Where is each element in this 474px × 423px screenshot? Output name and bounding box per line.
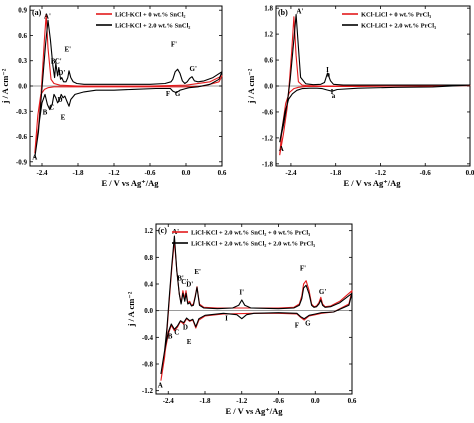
peak-label: D bbox=[57, 96, 62, 104]
peak-label: a bbox=[326, 70, 330, 78]
y-axis-title: j / A cm⁻² bbox=[0, 68, 10, 104]
peak-label: G' bbox=[319, 288, 326, 296]
series-line-1 bbox=[34, 13, 223, 154]
legend-label: KCl-LiCl + 2.0 wt.% PrCl₃ bbox=[361, 22, 436, 29]
y-tick-label: 1.2 bbox=[264, 31, 273, 39]
peak-label: B bbox=[168, 333, 173, 341]
y-tick-label: 0.0 bbox=[264, 83, 273, 91]
peak-label: I bbox=[326, 66, 329, 74]
panel-b: -2.4 -1.8 -1.2 -0.6 0.0 -1.8 -1.2 -0.6 0.0 0.6 1.2… bbox=[246, 5, 474, 188]
peak-label: E bbox=[187, 338, 192, 346]
peak-label: a bbox=[332, 92, 336, 100]
y-tick-label: 0.6 bbox=[264, 57, 273, 65]
y-tick-label: -0.3 bbox=[16, 108, 28, 116]
x-tick-label: -1.2 bbox=[236, 397, 248, 405]
peak-label: F bbox=[166, 90, 170, 98]
peak-label: C' bbox=[181, 278, 188, 286]
peak-label: I' bbox=[239, 289, 244, 297]
y-tick-label: -1.2 bbox=[142, 387, 154, 395]
panel-tag: (c) bbox=[158, 226, 167, 235]
x-tick-label: 0.0 bbox=[311, 397, 320, 405]
panel-c: -2.4 -1.8 -1.2 -0.6 0.0 0.6 -1.2 -0.8 -0.4 0.0 0.4… bbox=[126, 223, 357, 416]
x-tick-label: -2.4 bbox=[36, 169, 48, 177]
y-tick-label: 0.0 bbox=[144, 307, 153, 315]
y-tick-label: -1.8 bbox=[262, 160, 274, 168]
peak-label: C' bbox=[55, 57, 62, 65]
peak-label: G' bbox=[190, 65, 197, 73]
x-tick-label: 0.0 bbox=[182, 169, 191, 177]
panel-tag: (b) bbox=[278, 8, 288, 17]
y-axis-title: j / A cm⁻² bbox=[126, 291, 136, 327]
y-tick-label: 1.2 bbox=[144, 227, 153, 235]
x-axis-title: E / V vs Ag⁺/Ag bbox=[101, 178, 159, 188]
peak-label: A' bbox=[296, 7, 303, 15]
series-line-1 bbox=[279, 16, 471, 156]
y-tick-label: -0.6 bbox=[262, 108, 274, 116]
peak-label: G bbox=[305, 319, 311, 327]
x-tick-label: -1.8 bbox=[330, 169, 342, 177]
panel-a: -2.4 -1.8 -1.2 -0.6 0.0 0.6 -0.9 -0.6 -0.3 0.0 0.3… bbox=[0, 5, 227, 188]
y-tick-label: 0.6 bbox=[18, 32, 27, 40]
legend-label: LiCl-KCl + 2.0 wt.% SnCl₂ + 0 wt.% PrCl₃ bbox=[191, 229, 310, 236]
x-axis-title: E / V vs Ag⁺/Ag bbox=[343, 178, 401, 188]
x-tick-label: -1.8 bbox=[72, 169, 84, 177]
y-tick-label: -1.2 bbox=[262, 134, 274, 142]
x-tick-label: -0.6 bbox=[144, 169, 156, 177]
x-tick-label: -2.4 bbox=[163, 397, 175, 405]
x-tick-label: -0.6 bbox=[273, 397, 285, 405]
y-tick-label: -0.8 bbox=[142, 361, 154, 369]
peak-label: C bbox=[174, 329, 179, 337]
series-line-2 bbox=[34, 19, 223, 158]
series-line-2 bbox=[279, 14, 471, 143]
peak-label: D' bbox=[186, 281, 193, 289]
legend-label: LiCl-KCl + 0 wt.% SnCl₂ bbox=[115, 11, 186, 18]
peak-label: E' bbox=[194, 268, 201, 276]
plot-frame bbox=[155, 223, 353, 395]
peak-label: C bbox=[49, 104, 54, 112]
peak-label: D' bbox=[58, 69, 65, 77]
y-tick-label: 0.3 bbox=[18, 57, 27, 65]
y-tick-label: 0.0 bbox=[18, 83, 27, 91]
peak-label: A bbox=[279, 145, 284, 153]
legend-label: LiCl-KCl + 2.0 wt.% SnCl₂ + 2.0 wt.% PrC… bbox=[191, 240, 315, 247]
y-tick-label: -0.9 bbox=[16, 158, 28, 166]
series-line-2 bbox=[160, 235, 353, 375]
x-tick-label: -0.6 bbox=[420, 169, 432, 177]
x-tick-label: -1.2 bbox=[108, 169, 120, 177]
peak-label: B' bbox=[177, 275, 184, 283]
y-axis-title: j / A cm⁻² bbox=[246, 68, 256, 104]
peak-label: E' bbox=[64, 45, 71, 53]
panel-tag: (a) bbox=[32, 8, 42, 17]
x-tick-label: -1.2 bbox=[375, 169, 387, 177]
x-tick-label: 0.6 bbox=[348, 397, 357, 405]
y-tick-label: 0.9 bbox=[18, 7, 27, 15]
peak-label: B bbox=[43, 109, 48, 117]
peak-label: E bbox=[61, 114, 66, 122]
x-tick-label: 0.0 bbox=[466, 169, 474, 177]
x-tick-label: 0.6 bbox=[218, 169, 227, 177]
peak-label: F' bbox=[300, 265, 306, 273]
y-tick-label: 1.8 bbox=[264, 5, 273, 13]
x-tick-label: -2.4 bbox=[285, 169, 297, 177]
legend-label: KCl-LiCl + 0 wt.% PrCl₃ bbox=[361, 11, 431, 18]
peak-label: D bbox=[183, 323, 188, 331]
legend-label: LiCl-KCl + 2.0 wt.% SnCl₂ bbox=[115, 22, 190, 29]
peak-label: I bbox=[225, 315, 228, 323]
x-tick-label: -1.8 bbox=[199, 397, 211, 405]
peak-label: F' bbox=[171, 40, 177, 48]
peak-label: G bbox=[175, 90, 181, 98]
x-axis-title: E / V vs Ag⁺/Ag bbox=[225, 406, 283, 416]
y-tick-label: -0.6 bbox=[16, 133, 28, 141]
y-tick-label: 0.4 bbox=[144, 281, 153, 289]
y-tick-label: -0.4 bbox=[142, 334, 154, 342]
peak-label: A' bbox=[44, 13, 51, 21]
peak-label: F bbox=[295, 321, 299, 329]
peak-label: B' bbox=[51, 57, 58, 65]
peak-label: A bbox=[158, 381, 163, 389]
y-tick-label: 0.8 bbox=[144, 254, 153, 262]
peak-label: I bbox=[331, 88, 334, 96]
peak-label: A bbox=[32, 153, 37, 161]
